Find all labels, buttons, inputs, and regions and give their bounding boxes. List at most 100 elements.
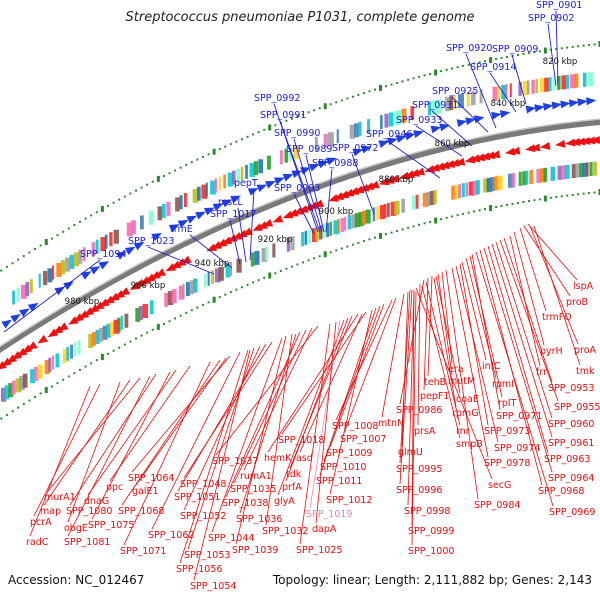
gene-feature bbox=[20, 284, 27, 299]
strand-arrow bbox=[88, 304, 100, 313]
strand-arrow bbox=[395, 135, 407, 143]
tick-mark bbox=[123, 343, 126, 346]
strand-arrow bbox=[27, 341, 38, 350]
strand-arrow bbox=[499, 110, 511, 119]
strand-arrow bbox=[252, 223, 263, 231]
scale-label: 940 kbp bbox=[195, 259, 230, 269]
strand-arrow bbox=[352, 148, 364, 157]
strand-arrow bbox=[236, 229, 248, 238]
leader-line bbox=[411, 291, 415, 526]
gene-label: SPP_0990 bbox=[274, 128, 320, 139]
tick-mark bbox=[533, 51, 536, 54]
tick-mark bbox=[478, 61, 481, 64]
tick-mark bbox=[73, 372, 76, 375]
strand-arrow bbox=[98, 261, 110, 270]
tick-mark bbox=[418, 75, 421, 78]
leader-line bbox=[547, 23, 557, 87]
gene-label: SPP_1025 bbox=[296, 545, 342, 556]
gene-feature bbox=[0, 387, 7, 402]
strand-arrow bbox=[328, 194, 340, 202]
gene-feature bbox=[157, 206, 162, 221]
gene-feature bbox=[564, 164, 570, 179]
leader-line bbox=[433, 277, 457, 408]
leader-line bbox=[399, 289, 413, 485]
tick-mark bbox=[329, 251, 332, 254]
gene-feature bbox=[38, 273, 41, 288]
leader-line bbox=[237, 207, 247, 263]
leader-line bbox=[229, 219, 241, 265]
gene-feature bbox=[458, 184, 462, 199]
gene-feature bbox=[16, 287, 20, 302]
strand-arrow bbox=[465, 117, 476, 126]
tick-mark bbox=[495, 57, 498, 60]
scale-label: 920 kbp bbox=[258, 235, 293, 245]
leader-line bbox=[513, 231, 545, 346]
gene-feature bbox=[33, 366, 39, 381]
tick-mark bbox=[401, 80, 404, 83]
tick-mark bbox=[44, 387, 48, 394]
strand-arrow bbox=[378, 140, 390, 148]
strand-arrow bbox=[389, 174, 400, 183]
tick-mark bbox=[274, 124, 277, 127]
gene-feature bbox=[529, 170, 534, 185]
tick-mark bbox=[423, 74, 426, 77]
lower-tick-track bbox=[0, 189, 600, 420]
tick-mark bbox=[571, 45, 574, 48]
gene-feature bbox=[37, 364, 43, 379]
gene-label: SPP_0901 bbox=[536, 0, 582, 11]
tick-mark bbox=[50, 385, 53, 388]
scale-labels: 820 kbp 840 kbp 860 kbp 880 kbp 900 kbp 920 k… bbox=[65, 57, 578, 307]
tick-mark bbox=[500, 204, 503, 207]
gene-feature bbox=[211, 270, 214, 285]
gene-label: SPP_1018 bbox=[278, 435, 324, 446]
gene-feature bbox=[207, 271, 210, 286]
strand-arrow bbox=[399, 171, 410, 180]
gene-feature bbox=[526, 80, 530, 95]
strand-arrow bbox=[134, 278, 146, 288]
tick-mark bbox=[302, 261, 305, 264]
gene-feature bbox=[501, 85, 507, 100]
gene-feature bbox=[29, 279, 33, 294]
leader-line bbox=[459, 263, 489, 426]
tick-mark bbox=[156, 323, 160, 330]
gene-label: SPP_0995 bbox=[396, 464, 442, 475]
leader-line bbox=[189, 234, 233, 269]
gene-feature bbox=[214, 268, 221, 283]
strand-arrow bbox=[429, 163, 441, 172]
tick-mark bbox=[140, 186, 143, 189]
gene-label: ppc bbox=[106, 482, 123, 493]
lower-gene-labels: lspA proB trmFO proA pyrH frr tmk SPP_0953 SPP_0… bbox=[26, 281, 600, 592]
gene-feature bbox=[347, 215, 352, 230]
gene-feature bbox=[561, 75, 567, 90]
leader-line bbox=[279, 120, 321, 233]
tick-mark bbox=[235, 140, 238, 143]
gene-feature bbox=[466, 92, 470, 107]
strand-arrow bbox=[387, 137, 398, 146]
tick-mark bbox=[543, 195, 547, 202]
gene-label: SPP_0993 bbox=[274, 183, 320, 194]
leader-line bbox=[67, 381, 121, 523]
gene-feature bbox=[380, 115, 383, 130]
tick-mark bbox=[118, 346, 121, 349]
gene-label: SPP_1023 bbox=[128, 236, 174, 247]
tick-mark bbox=[473, 62, 476, 65]
gene-feature bbox=[197, 186, 201, 201]
leader-line bbox=[239, 333, 297, 514]
gene-feature bbox=[290, 236, 295, 251]
tick-mark bbox=[151, 328, 154, 331]
leader-line bbox=[489, 72, 517, 113]
gene-feature bbox=[100, 237, 107, 252]
gene-feature bbox=[429, 191, 435, 206]
gene-feature bbox=[451, 185, 456, 200]
tick-mark bbox=[229, 143, 232, 146]
gene-feature bbox=[505, 84, 508, 99]
tick-mark bbox=[571, 193, 574, 196]
strand-arrow bbox=[19, 308, 30, 318]
strand-arrow bbox=[1, 357, 12, 367]
tick-mark bbox=[373, 88, 376, 91]
strand-arrow bbox=[555, 139, 566, 148]
gene-feature bbox=[62, 348, 67, 363]
leader-line bbox=[351, 153, 375, 215]
gene-feature bbox=[585, 162, 589, 177]
gene-feature bbox=[401, 198, 406, 213]
